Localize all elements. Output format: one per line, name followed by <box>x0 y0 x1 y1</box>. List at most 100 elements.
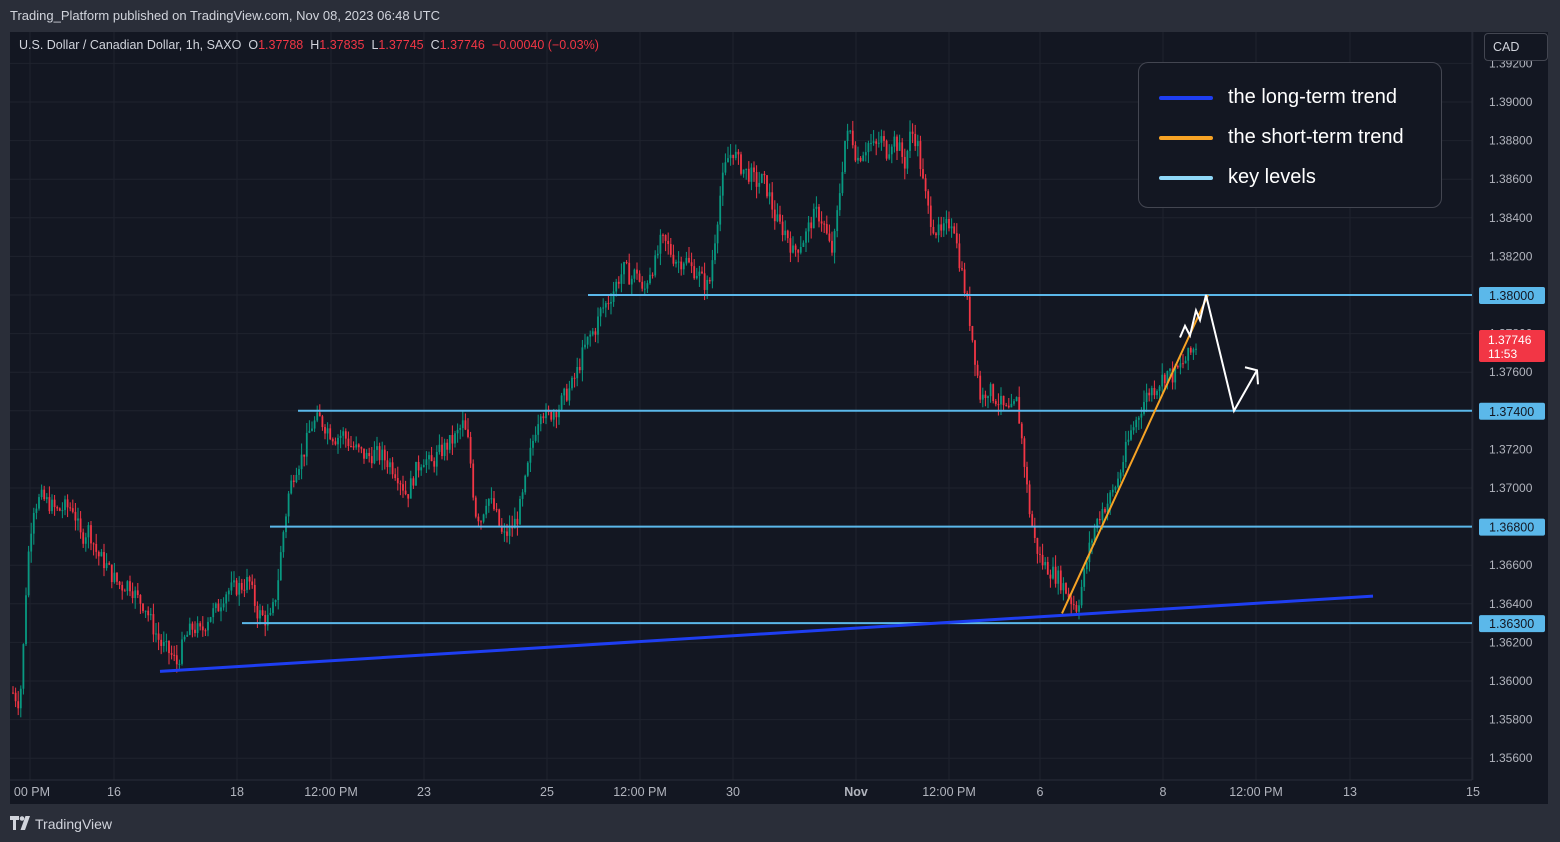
candle-body <box>846 130 849 141</box>
candle-body <box>753 167 755 173</box>
y-tick-label: 1.36400 <box>1489 597 1533 611</box>
candle-body <box>620 274 623 284</box>
candle-body <box>524 475 527 493</box>
candle-body <box>131 591 134 599</box>
candle-body <box>958 243 961 269</box>
x-tick-label: 23 <box>417 785 431 799</box>
tradingview-logo-icon[interactable] <box>10 816 32 830</box>
candle-body <box>243 589 246 591</box>
projection-path[interactable] <box>1179 294 1258 414</box>
candle-body <box>828 233 831 241</box>
candle-body <box>516 518 519 525</box>
change-value: −0.00040 (−0.03%) <box>491 38 599 52</box>
candle-body <box>235 580 238 595</box>
candle-body <box>981 394 984 400</box>
key-level-tag[interactable] <box>1479 518 1545 536</box>
short-term-trend-swatch <box>1159 136 1213 140</box>
candle-body <box>755 172 758 187</box>
candle-body <box>815 206 818 209</box>
candle-body <box>625 262 628 264</box>
candle-body <box>646 283 649 289</box>
candle-body <box>820 221 823 224</box>
candle-body <box>1153 387 1156 396</box>
candle-body <box>64 499 66 511</box>
candle-body <box>248 577 251 582</box>
candle-body <box>565 388 568 401</box>
candle-body <box>160 639 163 646</box>
candle-body <box>1007 405 1010 408</box>
key-level-tag-label: 1.38000 <box>1489 289 1534 303</box>
candle-body <box>305 432 308 457</box>
candle-body <box>963 269 966 294</box>
legend-label-long-term: the long-term trend <box>1228 86 1397 108</box>
y-tick-label: 1.37600 <box>1489 365 1533 379</box>
candle-body <box>168 641 170 654</box>
y-tick-label: 1.37000 <box>1489 481 1533 495</box>
candle-body <box>456 429 459 434</box>
candle-body <box>1083 569 1086 587</box>
candle-body <box>987 396 989 398</box>
candle-body <box>165 641 168 643</box>
current-price-tag[interactable] <box>1479 330 1545 363</box>
candle-body <box>207 621 209 631</box>
candle-body <box>415 461 417 486</box>
published-text: Trading_Platform published on TradingVie… <box>10 8 440 23</box>
key-level-tag[interactable] <box>1479 615 1545 633</box>
key-level-tag[interactable] <box>1479 287 1545 304</box>
candle-body <box>334 441 337 445</box>
long-term-trend-line[interactable] <box>159 594 1374 673</box>
candle-body <box>259 610 261 619</box>
candle-body <box>1189 347 1192 353</box>
candle-body <box>82 532 85 544</box>
candle-body <box>433 461 436 467</box>
y-tick-label: 1.35800 <box>1489 713 1533 727</box>
candle-body <box>716 224 719 244</box>
candle-body <box>66 499 69 508</box>
candle-body <box>591 331 594 335</box>
candle-body <box>545 409 547 419</box>
legend-label-key-levels: key levels <box>1228 166 1316 188</box>
candle-body <box>103 552 105 569</box>
candle-body <box>664 235 667 241</box>
candle-body <box>950 226 953 229</box>
candle-body <box>209 617 212 622</box>
candle-body <box>1166 370 1169 384</box>
tradingview-brand[interactable]: TradingView <box>35 816 113 832</box>
candle-body <box>194 629 196 634</box>
symbol-name[interactable]: U.S. Dollar / Canadian Dollar, 1h, SAXO <box>19 38 242 52</box>
candle-body <box>914 133 917 147</box>
short-term-trend-line[interactable] <box>1061 294 1209 614</box>
candle-body <box>932 226 935 234</box>
candle-body <box>885 140 888 159</box>
candle-body <box>948 218 950 229</box>
legend-item-long-term: the long-term trend <box>1159 83 1439 113</box>
candle-body <box>766 175 768 197</box>
key-level-tag-label: 1.37400 <box>1489 405 1534 419</box>
candle-body <box>1137 417 1140 420</box>
candle-body <box>45 497 48 500</box>
candle-body <box>789 238 792 253</box>
candle-body <box>916 141 919 147</box>
candle-body <box>157 633 160 640</box>
candle-body <box>482 514 485 522</box>
candle-body <box>1117 478 1119 488</box>
candle-body <box>1072 604 1075 606</box>
key-level-tag[interactable] <box>1479 402 1545 420</box>
candle-body <box>355 444 358 448</box>
candle-body <box>425 459 428 465</box>
candle-body <box>586 336 589 345</box>
candle-body <box>537 424 540 435</box>
candle-body <box>493 498 495 510</box>
x-tick-label: 12:00 PM <box>304 785 358 799</box>
candle-body <box>324 427 326 434</box>
candle-body <box>188 623 191 635</box>
candle-body <box>1041 554 1044 566</box>
candle-body <box>630 278 633 285</box>
candle-body <box>404 490 407 495</box>
currency-button[interactable]: CAD <box>1484 33 1548 61</box>
candle-body <box>1109 492 1112 504</box>
candle-body <box>701 271 703 274</box>
candle-body <box>1031 514 1034 527</box>
candle-body <box>890 146 893 155</box>
candle-body <box>448 435 451 450</box>
